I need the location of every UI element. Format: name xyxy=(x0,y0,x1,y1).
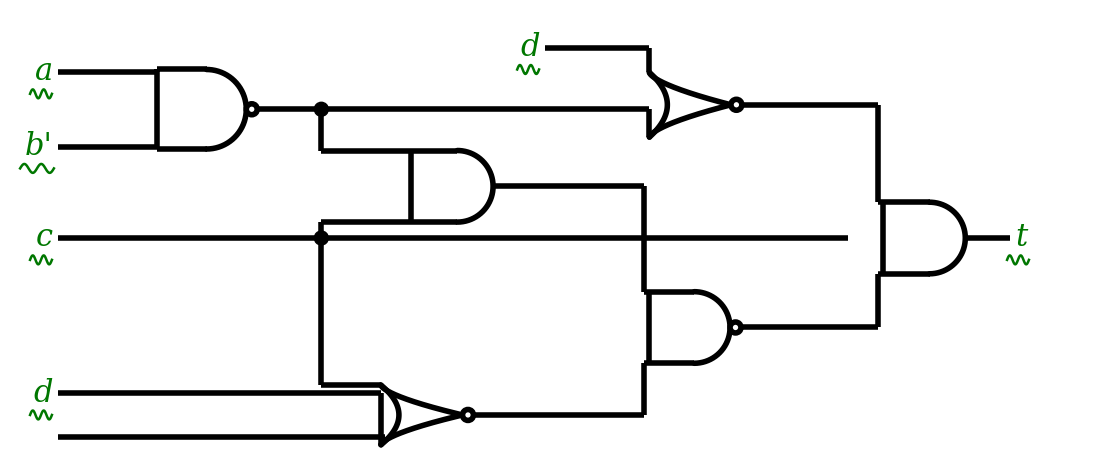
Circle shape xyxy=(731,99,742,110)
Circle shape xyxy=(314,102,328,116)
Text: d: d xyxy=(33,377,53,408)
Text: t: t xyxy=(1015,222,1028,254)
Circle shape xyxy=(246,104,257,115)
Text: d: d xyxy=(520,32,540,63)
Circle shape xyxy=(730,322,741,333)
Text: a: a xyxy=(35,57,53,88)
Text: b': b' xyxy=(25,131,53,162)
Text: c: c xyxy=(36,222,53,254)
Circle shape xyxy=(314,231,328,245)
Circle shape xyxy=(462,409,473,420)
